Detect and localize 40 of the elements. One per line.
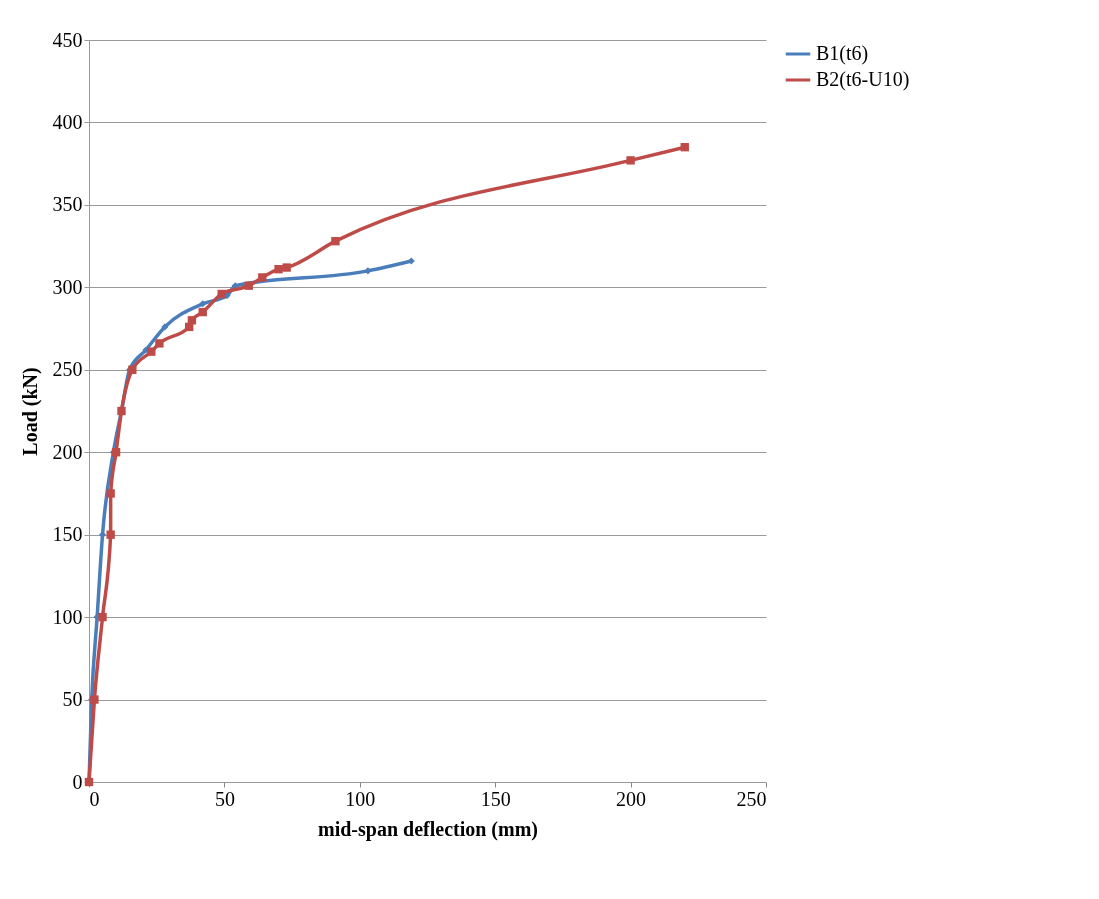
y-tick-label: 0 xyxy=(72,770,83,793)
point xyxy=(187,316,197,325)
y-tick-label: 300 xyxy=(52,275,83,298)
point xyxy=(98,612,107,622)
y-tick-label: 200 xyxy=(52,440,83,463)
y-tick-label: 50 xyxy=(62,688,83,711)
point xyxy=(161,323,169,331)
point xyxy=(274,265,283,274)
y-tick-label: 250 xyxy=(52,358,83,381)
y-axis-title: Load (kN) xyxy=(18,367,42,456)
point xyxy=(626,156,635,165)
point xyxy=(155,339,164,348)
point xyxy=(407,257,415,265)
y-tick-label: 450 xyxy=(52,28,83,51)
point xyxy=(106,489,115,498)
x-tick-label: 150 xyxy=(480,787,511,810)
point xyxy=(282,263,291,272)
point xyxy=(258,273,267,282)
y-tick-label: 350 xyxy=(52,193,83,216)
x-tick-label: 200 xyxy=(616,787,647,810)
x-tick-label: 250 xyxy=(736,787,767,810)
point xyxy=(199,300,207,308)
point xyxy=(217,289,226,299)
legend-label: B1(t6) xyxy=(816,42,869,65)
point xyxy=(106,530,115,539)
y-tick-label: 400 xyxy=(52,110,83,133)
x-tick-label: 50 xyxy=(214,787,235,810)
point xyxy=(364,267,372,275)
x-tick-label: 0 xyxy=(89,787,100,810)
point xyxy=(198,307,207,317)
point xyxy=(244,281,253,290)
point xyxy=(111,448,121,457)
legend-label: B2(t6-U10) xyxy=(816,68,910,91)
point xyxy=(680,142,689,152)
y-tick-label: 150 xyxy=(52,523,83,546)
x-tick-label: 100 xyxy=(345,787,376,810)
x-axis-title: mid-span deflection (mm) xyxy=(318,817,538,841)
y-tick-label: 100 xyxy=(52,605,83,628)
point xyxy=(331,236,340,246)
point xyxy=(147,347,156,356)
